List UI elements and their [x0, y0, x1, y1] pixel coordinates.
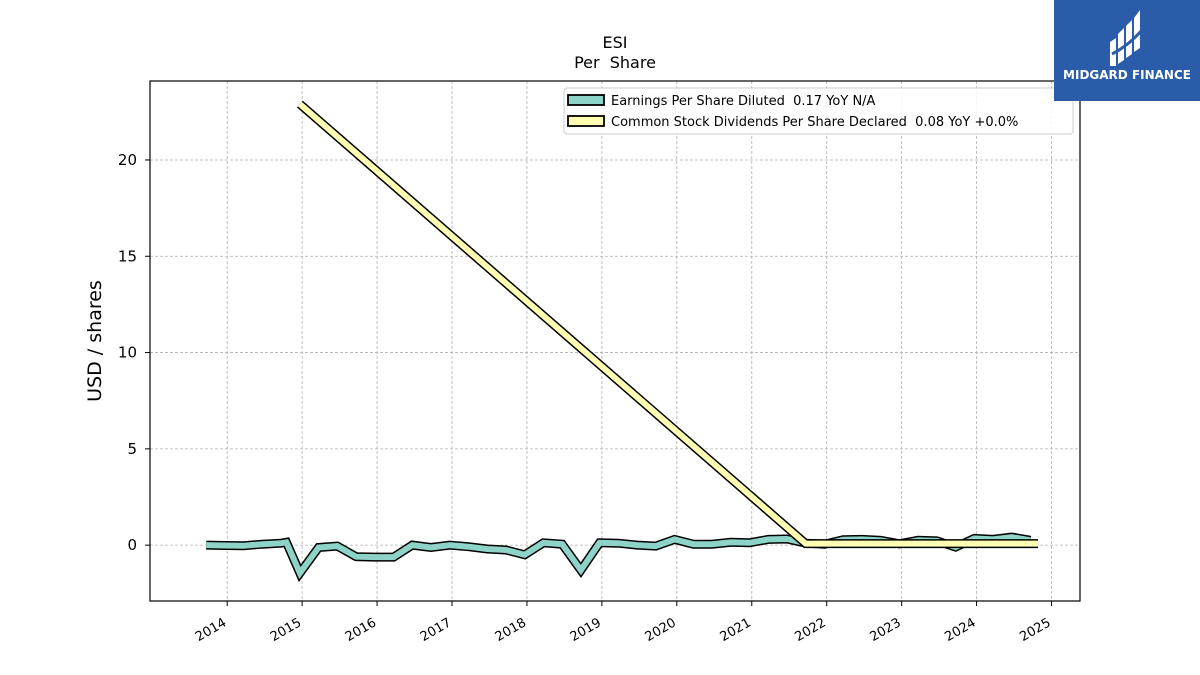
x-tick-label: 2014	[193, 615, 229, 645]
chart-title: ESI	[603, 33, 628, 52]
y-tick-label: 0	[127, 536, 137, 554]
legend: Earnings Per Share Diluted 0.17 YoY N/A C…	[563, 87, 1074, 135]
legend-swatch	[567, 94, 605, 106]
x-tick-label: 2019	[568, 615, 604, 645]
grid	[150, 81, 1080, 601]
x-tick-label: 2015	[268, 615, 304, 645]
x-tick-label: 2016	[343, 615, 379, 645]
series-line-outline	[296, 100, 1038, 549]
brand-logo: MIDGARD FINANCE	[1054, 0, 1200, 101]
legend-label: Earnings Per Share Diluted 0.17 YoY N/A	[611, 94, 876, 109]
y-tick-label: 20	[118, 151, 137, 169]
y-tick-label: 15	[118, 247, 137, 265]
brand-logo-mark	[1110, 10, 1144, 66]
legend-label: Common Stock Dividends Per Share Declare…	[611, 115, 1018, 130]
y-axis-label: USD / shares	[84, 280, 106, 402]
x-tick-label: 2017	[418, 615, 454, 645]
plot-frame	[149, 80, 1081, 602]
series-layer	[206, 100, 1038, 583]
legend-swatch	[567, 115, 605, 127]
x-tick-label: 2018	[493, 615, 529, 645]
y-tick-label: 5	[127, 440, 137, 458]
x-tick-label: 2025	[1017, 615, 1053, 645]
series-line	[297, 101, 1038, 547]
x-tick-label: 2024	[942, 615, 978, 645]
series-2	[296, 100, 1038, 549]
x-tick-label: 2021	[718, 615, 754, 645]
legend-box	[563, 87, 1074, 135]
x-tick-label: 2020	[643, 615, 679, 645]
brand-name: MIDGARD FINANCE	[1063, 68, 1191, 82]
x-tick-label: 2022	[793, 615, 829, 645]
y-tick-label: 10	[118, 344, 137, 362]
x-tick-label: 2023	[867, 615, 903, 645]
chart-subtitle: Per Share	[574, 53, 656, 72]
